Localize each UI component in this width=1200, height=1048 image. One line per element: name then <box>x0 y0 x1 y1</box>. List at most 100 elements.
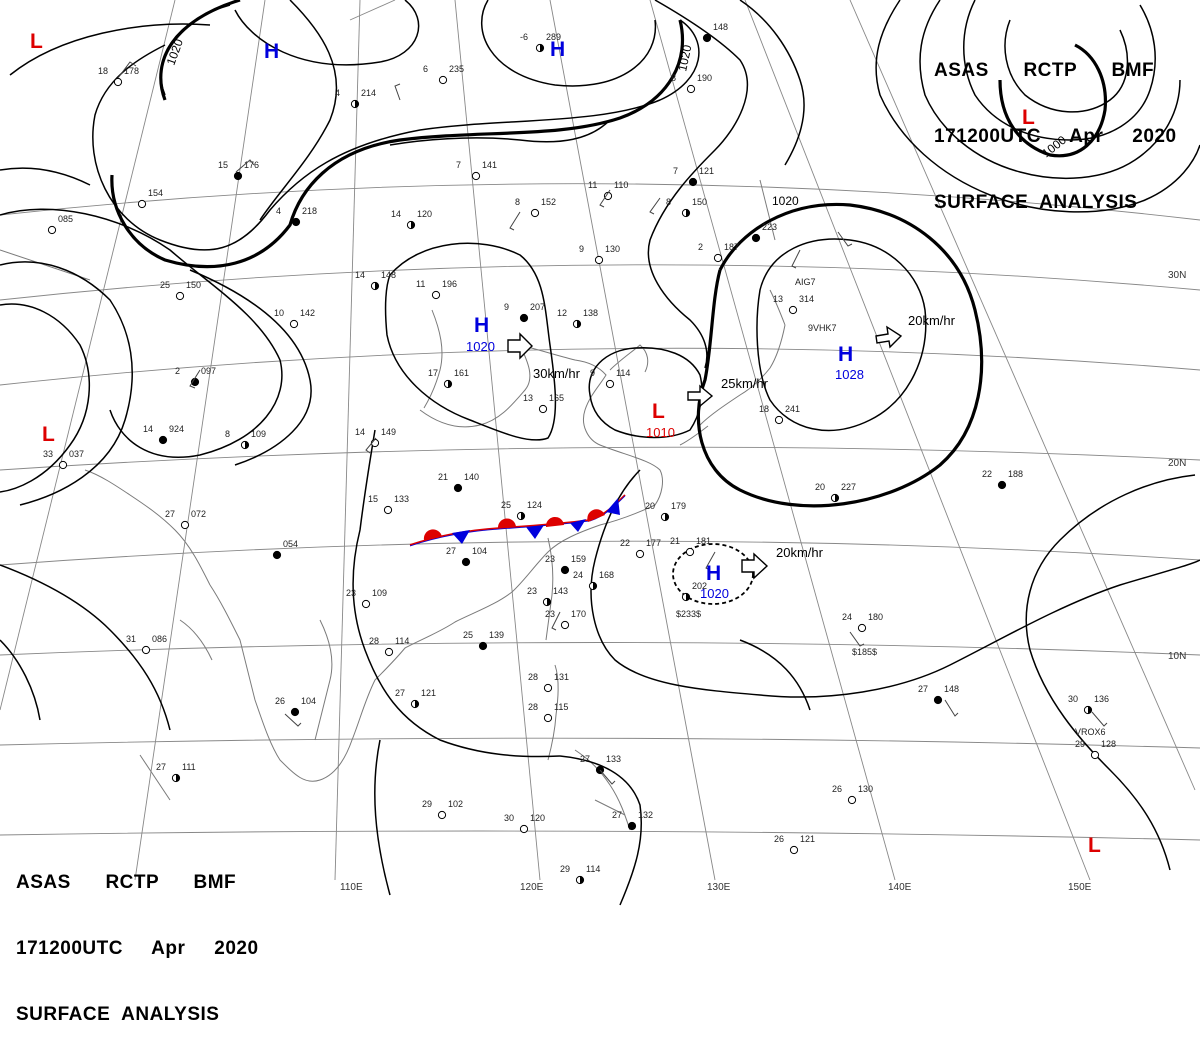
station-pressure: 104 <box>472 546 487 556</box>
station-circle <box>789 845 799 855</box>
station-temperature: 27 <box>580 754 590 764</box>
cold-front-triangle <box>452 530 470 544</box>
cold-front-triangle <box>526 525 544 539</box>
station-temperature: 14 <box>355 427 365 437</box>
station-temperature: 8 <box>225 429 230 439</box>
high-value: 1020 <box>466 339 495 354</box>
station-circle <box>713 253 723 263</box>
station-pressure: 120 <box>530 813 545 823</box>
station-temperature: 26 <box>275 696 285 706</box>
graticule <box>0 0 1200 881</box>
station-pressure: 150 <box>692 197 707 207</box>
station-pressure: 181 <box>696 536 711 546</box>
station-circle <box>478 641 488 651</box>
station-cover <box>355 100 359 108</box>
station-temperature: 8 <box>515 197 520 207</box>
station-temperature: 13 <box>773 294 783 304</box>
station-cover <box>577 320 581 328</box>
station-temperature: 14 <box>143 424 153 434</box>
station-pressure: 037 <box>69 449 84 459</box>
lon-label: 140E <box>888 882 912 893</box>
station-plot: 17 161 <box>428 368 469 389</box>
station-plot: 148 <box>702 22 728 43</box>
motion-speed: 30km/hr <box>533 366 581 381</box>
station-temperature: 4 <box>335 88 340 98</box>
station-plot: 154 <box>137 188 163 209</box>
station-temperature: 15 <box>368 494 378 504</box>
station-plot: 11 196 <box>416 279 457 300</box>
station-cover <box>375 282 379 290</box>
station-circle <box>686 84 696 94</box>
station-pressure: 097 <box>201 366 216 376</box>
station-temperature: 21 <box>438 472 448 482</box>
station-plot: 085 <box>47 214 73 235</box>
station-plot: 33 037 <box>43 449 84 470</box>
station-plot: 24 180 <box>842 612 883 633</box>
station-circle <box>47 225 57 235</box>
station-circle <box>560 620 570 630</box>
station-cover <box>176 774 180 782</box>
motion-arrows <box>507 325 903 580</box>
station-plot: 23 170 <box>545 609 586 630</box>
ship-ids: AIG7 9VHK7 VROX6 $185$ $233$ <box>676 277 1106 737</box>
station-cover <box>686 209 690 217</box>
station-plot: 23 159 <box>545 554 586 575</box>
station-pressure: 180 <box>868 612 883 622</box>
station-plot: 29 114 <box>560 864 600 885</box>
station-plot: 054 <box>272 539 298 560</box>
station-pressure: 149 <box>381 427 396 437</box>
station-circle <box>272 550 282 560</box>
low-symbol: L <box>1022 106 1035 129</box>
station-temperature: 23 <box>346 588 356 598</box>
station-temperature: 29 <box>422 799 432 809</box>
station-pressure: 165 <box>549 393 564 403</box>
station-circle <box>471 171 481 181</box>
station-temperature: 24 <box>842 612 852 622</box>
station-pressure: 114 <box>395 636 409 646</box>
station-plot: 4 214 <box>335 88 376 109</box>
high-symbol: H <box>264 40 279 63</box>
station-temperature: 20 <box>815 482 825 492</box>
station-plot: 15 176 <box>218 160 259 181</box>
station-pressure: 148 <box>713 22 728 32</box>
station-circle <box>438 75 448 85</box>
station-circle <box>997 480 1007 490</box>
station-plot: 25 139 <box>463 630 504 651</box>
station-cover <box>1088 706 1092 714</box>
warm-front-bump <box>545 516 564 527</box>
station-temperature: 4 <box>276 206 281 216</box>
station-pressure: 170 <box>571 609 586 619</box>
lon-label: 120E <box>520 882 544 893</box>
station-temperature: 11 <box>588 180 597 190</box>
station-circle <box>543 713 553 723</box>
station-circle <box>635 549 645 559</box>
header-line-3: SURFACE ANALYSIS <box>934 192 1138 213</box>
station-plot: 28 131 <box>528 672 569 693</box>
station-cover <box>521 512 525 520</box>
station-plot: 29 102 <box>422 799 463 820</box>
motion-speed: 20km/hr <box>776 545 824 560</box>
station-plot: 31 086 <box>126 634 167 655</box>
station-pressure: 142 <box>300 308 315 318</box>
low-symbol: L <box>652 400 665 423</box>
station-temperature: 2 <box>698 242 703 252</box>
station-cover <box>580 876 584 884</box>
high-1020-dashed-isobar <box>672 543 754 605</box>
station-circle <box>594 255 604 265</box>
high-symbol: H <box>706 562 721 585</box>
high-value: 1020 <box>700 586 729 601</box>
warm-front-bump <box>587 509 605 522</box>
station-pressure: 130 <box>605 244 620 254</box>
station-temperature: 20 <box>645 501 655 511</box>
station-circle <box>431 290 441 300</box>
station-circle <box>113 77 123 87</box>
ship-id: $233$ <box>676 609 701 619</box>
station-circle <box>291 217 301 227</box>
station-circle <box>538 404 548 414</box>
station-pressure: 086 <box>152 634 167 644</box>
station-circle <box>605 379 615 389</box>
lat-label: 30N <box>1168 270 1186 281</box>
header-line-1: ASAS RCTP BMF <box>16 872 237 893</box>
station-pressure: 214 <box>361 88 376 98</box>
station-pressure: 187 <box>724 242 739 252</box>
